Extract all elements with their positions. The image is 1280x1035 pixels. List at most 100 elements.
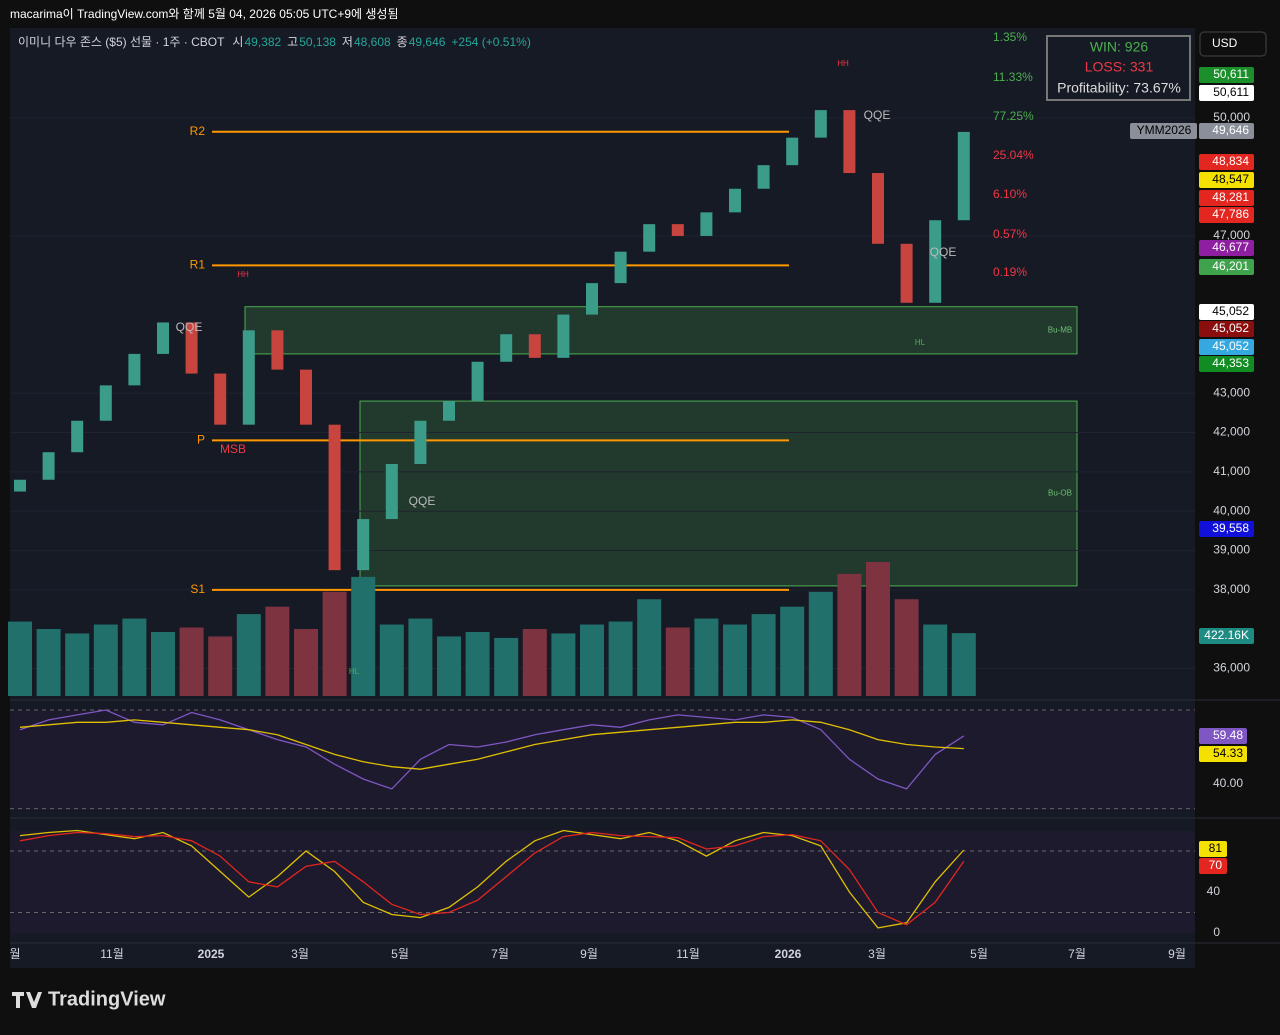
price-badge-label: 44,353: [1212, 356, 1249, 370]
currency-button[interactable]: [1199, 31, 1267, 57]
price-badge-label: 39,558: [1212, 521, 1249, 535]
candle: [271, 330, 284, 370]
volume-bar: [294, 629, 318, 696]
volume-bar: [837, 573, 862, 696]
annotation: QQE: [409, 494, 436, 508]
percent-level: 77.25%: [993, 109, 1034, 123]
volume-bar: [36, 629, 61, 696]
price-badge: [1199, 339, 1254, 355]
volume-bar: [351, 576, 376, 696]
candle: [185, 322, 198, 374]
candle: [872, 173, 884, 244]
price-badge: [1199, 521, 1254, 537]
x-tick-label: 5월: [391, 947, 409, 961]
x-tick-label: 7월: [491, 947, 509, 961]
candle: [99, 385, 112, 421]
symbol-part: 48,608: [354, 35, 391, 49]
caption: macarima이 TradingView.com와 함께 5월 04, 202…: [10, 7, 399, 21]
currency: USD: [1212, 36, 1238, 50]
x-tick-label: 월: [9, 947, 20, 961]
symbol-part: 이미니 다우 존스 ($5) 선물 · 1주 · CBOT: [18, 35, 225, 49]
candle: [614, 251, 627, 284]
volume-bar: [637, 599, 662, 696]
candle: [757, 165, 770, 189]
annotation: HL: [349, 667, 360, 676]
y-tick-label: 38,000: [1213, 582, 1250, 596]
candle: [128, 353, 141, 386]
volume-bar: [93, 624, 118, 696]
volume-bar: [894, 599, 919, 696]
annotation: QQE: [864, 108, 891, 122]
stats-profit: Profitability: 73.67%: [1057, 80, 1181, 96]
candle: [157, 322, 169, 354]
price-badge: [1199, 154, 1254, 170]
price-badge-label: 47,786: [1212, 207, 1249, 221]
volume-bar: [808, 591, 833, 696]
pivot-label: R2: [190, 124, 206, 138]
candle: [414, 420, 427, 465]
volume-bar: [494, 637, 519, 696]
annotation: HH: [837, 59, 849, 68]
volume-bar: [951, 633, 976, 696]
plot-bg: [10, 28, 1195, 968]
candle: [300, 369, 312, 425]
price-badge: [1199, 67, 1254, 83]
tag-label: YMM2026: [1137, 123, 1192, 137]
volume-bar: [122, 618, 147, 696]
price-badge-label: 50,611: [1213, 67, 1249, 81]
volume-bar: [522, 629, 547, 696]
y-tick-label: 43,000: [1213, 385, 1250, 399]
price-badge-label: 46,201: [1212, 259, 1249, 273]
candle: [786, 137, 799, 166]
x-tick-label: 2026: [775, 947, 802, 961]
volume-bar: [379, 624, 404, 696]
percent-level: 11.33%: [993, 70, 1033, 84]
y-tick-label: 40: [1207, 884, 1221, 898]
symbol-part: 저: [342, 35, 353, 49]
volume-bar: [723, 624, 747, 696]
price-badge-label: 49,646: [1212, 123, 1249, 137]
symbol-part: +254 (+0.51%): [451, 35, 530, 49]
percent-level: 0.57%: [993, 227, 1027, 241]
price-badge-label: 45,052: [1212, 304, 1249, 318]
candle: [500, 334, 513, 362]
candle: [957, 131, 970, 221]
volume-bar: [437, 636, 461, 696]
pivot-label: P: [197, 433, 205, 447]
x-tick-label: 9월: [580, 947, 598, 961]
price-badge: [1199, 356, 1254, 372]
tag-badge: [1130, 123, 1197, 139]
stoch-bg: [10, 831, 1195, 933]
volume-bar: [866, 562, 890, 696]
candle: [900, 243, 913, 303]
percent-level: 0.19%: [993, 265, 1027, 279]
candle: [700, 212, 713, 236]
candle: [443, 401, 455, 421]
candle: [929, 220, 942, 303]
y-tick-label: 36,000: [1213, 661, 1250, 675]
y-tick-label: 40,000: [1213, 503, 1250, 517]
price-badge-label: 48,834: [1212, 154, 1249, 168]
osc-badge: [1199, 858, 1227, 874]
candle: [71, 420, 84, 453]
brand: TradingView: [48, 988, 166, 1010]
price-badge: [1199, 259, 1254, 275]
x-tick-label: 11월: [100, 947, 124, 961]
annotation: QQE: [930, 245, 957, 259]
x-tick-label: 7월: [1068, 947, 1086, 961]
candle: [729, 188, 741, 213]
y-tick-label: 39,000: [1213, 543, 1250, 557]
volume-bar: [694, 618, 719, 696]
candle: [357, 519, 370, 571]
annotation: HL: [915, 338, 926, 347]
price-badge: [1199, 304, 1254, 320]
stats-box: [1046, 35, 1191, 101]
volume-bar: [408, 618, 433, 696]
price-badge: [1199, 85, 1254, 101]
volume-bar: [580, 624, 604, 696]
y-tick-label: 40.00: [1213, 776, 1243, 790]
annotation: MSB: [220, 442, 246, 456]
price-badge-label: 50,611: [1213, 85, 1249, 99]
